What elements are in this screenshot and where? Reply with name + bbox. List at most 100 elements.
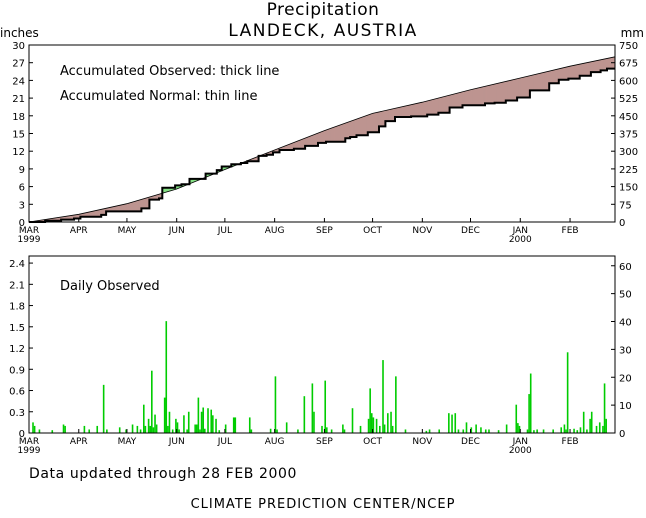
- deficit-fill: [351, 120, 354, 138]
- y-tick-label: 21: [12, 94, 25, 105]
- daily-bar: [326, 427, 328, 433]
- x-tick-label: NOV: [412, 226, 433, 236]
- daily-y-tick-label-right: 0: [619, 429, 625, 440]
- y-axis-label: inches: [0, 26, 39, 40]
- deficit-fill: [306, 137, 309, 146]
- deficit-fill: [356, 118, 359, 136]
- daily-bar: [579, 427, 582, 433]
- daily-bar: [33, 425, 36, 433]
- deficit-fill: [49, 218, 52, 221]
- deficit-fill: [152, 195, 155, 200]
- deficit-fill: [541, 72, 544, 91]
- daily-bar: [369, 388, 371, 433]
- daily-bar: [163, 397, 166, 433]
- deficit-fill: [468, 90, 471, 106]
- deficit-fill: [67, 215, 70, 220]
- daily-bar: [187, 411, 190, 433]
- deficit-fill: [393, 108, 396, 122]
- daily-bar: [375, 418, 378, 433]
- daily-bar: [605, 418, 607, 433]
- daily-bar: [234, 417, 237, 433]
- daily-frame: [28, 255, 616, 434]
- daily-bar: [497, 430, 500, 433]
- deficit-fill: [293, 142, 296, 149]
- deficit-fill: [316, 133, 319, 146]
- deficit-fill: [301, 139, 304, 149]
- deficit-fill: [309, 135, 312, 146]
- deficit-fill: [444, 96, 447, 113]
- deficit-fill: [362, 116, 365, 136]
- daily-bar: [149, 425, 152, 433]
- deficit-fill: [606, 58, 609, 69]
- deficit-fill: [370, 113, 373, 133]
- daily-bar: [528, 394, 530, 433]
- deficit-fill: [391, 108, 394, 122]
- daily-bar: [155, 424, 158, 433]
- deficit-fill: [292, 142, 295, 151]
- x-tick-label: JUN: [168, 226, 185, 236]
- legend-normal: Accumulated Normal: thin line: [60, 89, 258, 104]
- deficit-fill: [303, 138, 306, 149]
- deficit-fill: [576, 64, 579, 79]
- deficit-fill: [465, 90, 468, 106]
- x-tick-label: OCT: [363, 226, 382, 236]
- surplus-fill: [170, 187, 173, 191]
- surplus-fill: [226, 166, 229, 169]
- deficit-fill: [440, 97, 443, 113]
- daily-bar: [454, 413, 457, 433]
- deficit-fill: [85, 212, 88, 217]
- deficit-fill: [422, 102, 425, 117]
- deficit-fill: [398, 107, 401, 117]
- daily-bar: [64, 425, 66, 433]
- surplus-fill: [175, 185, 178, 190]
- deficit-fill: [53, 218, 56, 221]
- surplus-fill: [192, 178, 195, 183]
- deficit-fill: [406, 105, 409, 117]
- daily-bar: [488, 429, 490, 433]
- deficit-fill: [157, 194, 160, 200]
- daily-bar: [484, 429, 487, 433]
- deficit-fill: [91, 211, 94, 217]
- deficit-fill: [81, 213, 84, 217]
- deficit-fill: [375, 112, 378, 133]
- y-tick-label: 27: [12, 59, 25, 70]
- daily-bar: [186, 429, 188, 433]
- daily-bar: [515, 404, 518, 433]
- deficit-fill: [452, 94, 455, 108]
- deficit-fill: [460, 92, 463, 108]
- daily-bar: [602, 425, 604, 433]
- surplus-fill: [168, 187, 171, 192]
- deficit-fill: [354, 119, 357, 138]
- deficit-fill: [517, 78, 520, 98]
- daily-bar: [167, 425, 169, 433]
- deficit-fill: [282, 146, 285, 151]
- daily-bar: [475, 424, 477, 433]
- daily-bar: [598, 422, 601, 433]
- deficit-fill: [281, 147, 284, 151]
- deficit-fill: [436, 98, 439, 115]
- deficit-fill: [348, 121, 351, 139]
- deficit-fill: [285, 145, 288, 151]
- daily-x-tick-label: SEP: [316, 437, 333, 447]
- surplus-fill: [181, 184, 184, 187]
- deficit-fill: [483, 86, 486, 106]
- daily-y-tick-label: 2.4: [9, 259, 25, 270]
- deficit-fill: [547, 71, 550, 91]
- deficit-fill: [99, 209, 102, 217]
- deficit-fill: [454, 93, 457, 108]
- daily-bar: [351, 408, 354, 433]
- deficit-fill: [330, 127, 333, 142]
- deficit-fill: [334, 126, 337, 142]
- deficit-fill: [470, 89, 473, 106]
- y-tick-label: 3: [19, 200, 25, 211]
- deficit-fill: [115, 206, 118, 212]
- deficit-fill: [526, 76, 529, 98]
- deficit-fill: [342, 123, 345, 142]
- deficit-fill: [364, 116, 367, 136]
- deficit-fill: [414, 103, 417, 117]
- daily-bar: [215, 418, 217, 433]
- daily-bar: [595, 425, 598, 433]
- daily-bar: [106, 429, 108, 433]
- daily-bar: [232, 417, 235, 433]
- daily-bar: [391, 425, 394, 433]
